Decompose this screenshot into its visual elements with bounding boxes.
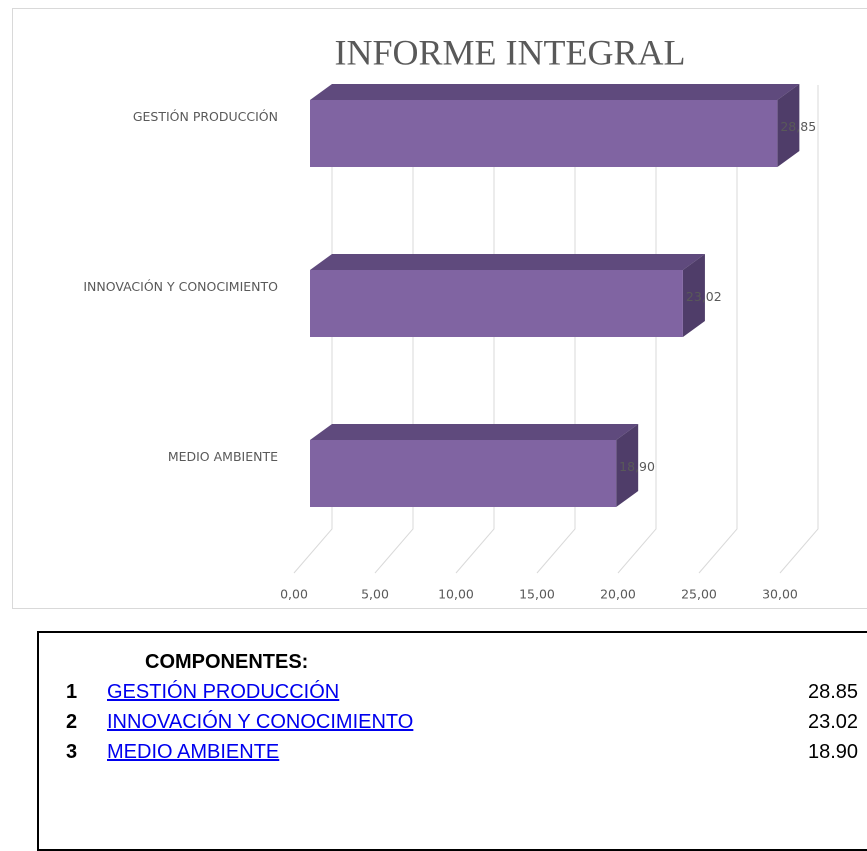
bar-top (310, 254, 705, 270)
y-tick-label: MEDIO AMBIENTE (168, 449, 278, 464)
y-tick-label: INNOVACIÓN Y CONOCIMIENTO (83, 279, 278, 294)
data-label: 23,02 (686, 289, 722, 304)
component-link[interactable]: INNOVACIÓN Y CONOCIMIENTO (107, 711, 413, 734)
y-tick-label: GESTIÓN PRODUCCIÓN (133, 109, 278, 124)
x-tick-label: 25,00 (681, 587, 717, 602)
bar (310, 100, 777, 167)
x-tick-label: 15,00 (519, 587, 555, 602)
x-tick-label: 0,00 (280, 587, 308, 602)
data-label: 18,90 (619, 459, 655, 474)
bar (310, 440, 616, 507)
chart-title: INFORME INTEGRAL (335, 32, 686, 72)
bar-top (310, 424, 638, 440)
panel-title: COMPONENTES: (145, 651, 308, 674)
data-label: 28,85 (780, 119, 816, 134)
bar (310, 270, 683, 337)
row-number: 3 (66, 741, 77, 764)
x-tick-label: 10,00 (438, 587, 474, 602)
x-tick-label: 20,00 (600, 587, 636, 602)
row-value: 28.85 (808, 681, 858, 704)
row-number: 1 (66, 681, 77, 704)
component-link[interactable]: MEDIO AMBIENTE (107, 741, 279, 764)
x-tick-label: 30,00 (762, 587, 798, 602)
bar-top (310, 84, 799, 100)
row-value: 23.02 (808, 711, 858, 734)
components-panel: COMPONENTES: 1 GESTIÓN PRODUCCIÓN 28.85 2 IN… (37, 631, 867, 851)
component-link[interactable]: GESTIÓN PRODUCCIÓN (107, 681, 339, 704)
chart: 0,00 5,00 10,00 15,00 20,00 25,00 30,00 28,85 G… (0, 0, 867, 615)
x-tick-label: 5,00 (361, 587, 389, 602)
row-value: 18.90 (808, 741, 858, 764)
row-number: 2 (66, 711, 77, 734)
